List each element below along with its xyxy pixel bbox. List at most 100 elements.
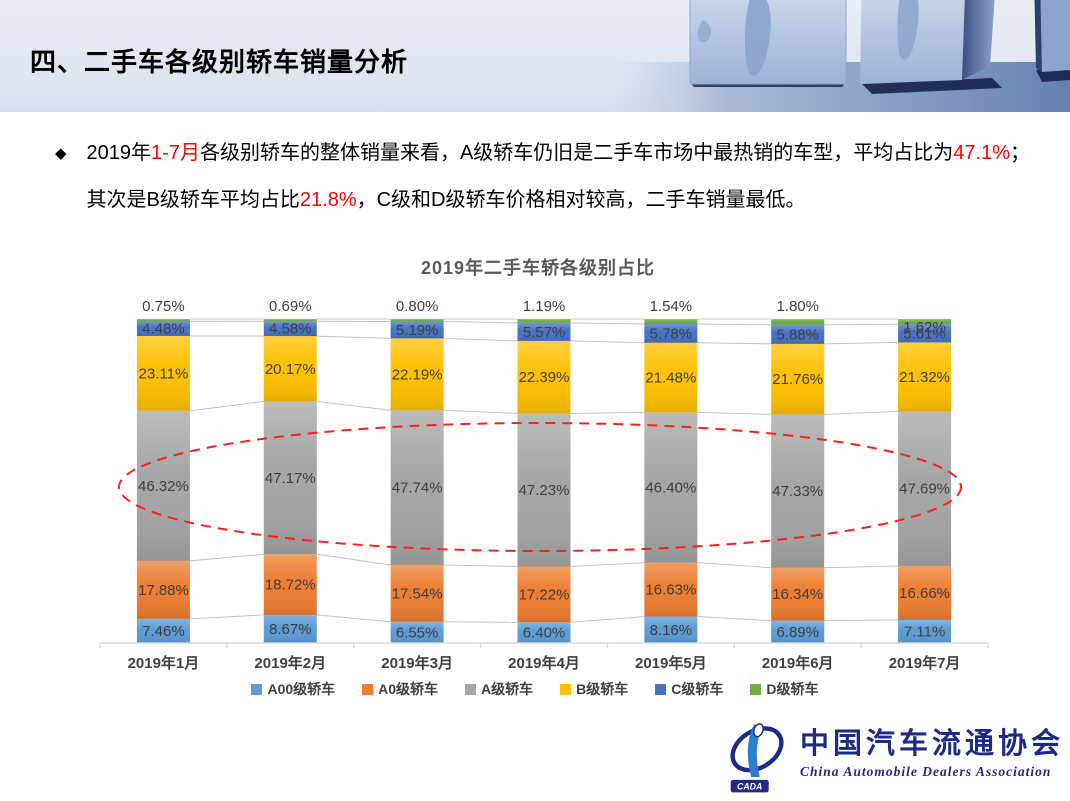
legend-swatch-icon <box>655 683 667 695</box>
highlight-ellipse-annotation <box>118 422 962 552</box>
data-label: 5.19% <box>396 322 439 339</box>
bar-segment-shine <box>390 321 444 339</box>
legend-item-A00级轿车: A00级轿车 <box>251 679 335 699</box>
legend-item-A级轿车: A级轿车 <box>465 679 533 699</box>
bar-segment-shine <box>644 562 698 617</box>
bar-segment-shine <box>644 324 698 343</box>
bar-segment-shine <box>517 340 571 414</box>
data-label: 1.80% <box>776 298 819 315</box>
bar-segment-shine <box>771 414 825 568</box>
series-connector-line <box>824 341 899 345</box>
bar-segment-shine <box>517 319 571 323</box>
data-label: 17.54% <box>392 585 443 602</box>
data-label: 21.32% <box>899 369 950 386</box>
legend-item-A0级轿车: A0级轿车 <box>362 679 438 699</box>
bar-segment-shine <box>390 621 444 643</box>
legend-item-D级轿车: D级轿车 <box>750 679 819 699</box>
data-label: 21.76% <box>772 371 823 388</box>
bar-segment-shine <box>390 338 444 411</box>
series-connector-line <box>189 553 264 562</box>
data-label: 21.48% <box>645 370 696 387</box>
bar-segment-shine <box>263 614 317 643</box>
bar-segment-shine <box>390 410 444 565</box>
legend-item-B级轿车: B级轿车 <box>560 679 628 699</box>
data-label: 23.11% <box>139 365 189 382</box>
data-label: 22.39% <box>519 369 570 386</box>
bar-segment-shine <box>771 343 825 415</box>
intro-run: 47.1% <box>953 142 1011 164</box>
bar-segment-shine <box>517 566 571 623</box>
series-connector-line <box>697 411 772 415</box>
logo-english-name: China Automobile Dealers Association <box>799 764 1052 779</box>
data-label: 0.80% <box>396 298 439 315</box>
bar-segment-shine <box>517 622 571 643</box>
bar-segment-shine <box>517 413 571 567</box>
data-label: 18.72% <box>265 577 316 594</box>
bar-segment-shine <box>136 319 190 322</box>
series-connector-line <box>570 411 645 414</box>
data-label: 47.69% <box>899 481 950 498</box>
legend-swatch-icon <box>362 683 374 695</box>
legend-label: A00级轿车 <box>267 681 336 697</box>
data-label: 20.17% <box>265 361 316 378</box>
bar-segment-shine <box>644 412 698 563</box>
bar-segment-shine <box>771 319 825 325</box>
series-connector-line <box>697 323 772 326</box>
data-label: 8.16% <box>650 622 693 639</box>
diamond-bullet-icon: ◆ <box>55 145 67 162</box>
bar-segment-shine <box>898 619 952 643</box>
data-label: 8.67% <box>269 621 312 638</box>
series-connector-line <box>316 400 391 411</box>
x-axis-label: 2019年7月 <box>889 654 961 672</box>
intro-run: 各级别轿车的整体销量来看，A级轿车仍旧是二手车市场中最热销的车型，平均占比为 <box>199 142 954 164</box>
data-label: 6.40% <box>523 625 566 642</box>
legend-swatch-icon <box>560 683 572 695</box>
series-connector-line <box>316 553 391 566</box>
bar-segment-shine <box>263 319 317 322</box>
data-label: 6.89% <box>776 624 819 641</box>
bar-segment-shine <box>898 411 952 566</box>
bar-segment-shine <box>263 321 317 337</box>
data-label: 1.62% <box>903 319 946 336</box>
data-label: 46.32% <box>138 478 189 495</box>
x-axis-label: 2019年1月 <box>128 654 200 672</box>
data-label: 1.54% <box>650 298 693 315</box>
bar-segment-shine <box>898 342 952 412</box>
series-connector-line <box>570 340 645 344</box>
data-label: 0.75% <box>142 298 185 315</box>
bar-segment-shine <box>644 616 698 643</box>
data-label: 0.69% <box>269 298 312 315</box>
data-label: 5.57% <box>523 324 566 341</box>
bar-segment-shine <box>898 565 952 620</box>
legend-item-C级轿车: C级轿车 <box>655 679 723 699</box>
series-connector-line <box>697 342 772 345</box>
bar-segment-shine <box>644 319 698 325</box>
x-axis-label: 2019年5月 <box>635 654 707 672</box>
bar-segment-shine <box>136 410 190 561</box>
bar-segment-shine <box>263 554 317 615</box>
data-label: 5.61% <box>903 325 946 342</box>
bar-segment-shine <box>263 336 317 402</box>
data-label: 46.40% <box>645 480 696 497</box>
data-label: 17.88% <box>138 582 189 599</box>
data-label: 47.23% <box>519 482 570 499</box>
data-label: 4.48% <box>142 321 185 338</box>
legend-label: B级轿车 <box>576 681 629 697</box>
series-connector-line <box>697 562 772 569</box>
bar-segment-shine <box>263 401 317 555</box>
intro-run: 21.8% <box>299 189 357 211</box>
bar-segment-shine <box>898 318 952 325</box>
data-label: 47.33% <box>772 483 823 500</box>
series-connector-line <box>570 616 645 623</box>
data-label: 16.66% <box>899 585 950 602</box>
bar-segment-shine <box>771 567 825 621</box>
x-axis-label: 2019年3月 <box>381 654 453 672</box>
series-connector-line <box>697 616 772 622</box>
data-label: 16.63% <box>645 582 696 599</box>
series-connector-line <box>570 322 645 325</box>
series-connector-line <box>316 335 391 339</box>
data-label: 7.46% <box>142 623 185 640</box>
intro-paragraph: ◆ 2019年1-7月各级别轿车的整体销量来看，A级轿车仍旧是二手车市场中最热销… <box>55 130 1030 224</box>
cada-badge-text: CADA <box>737 781 762 791</box>
cada-logo: CADA 中国汽车流通协会 China Automobile Dealers A… <box>720 720 1064 796</box>
